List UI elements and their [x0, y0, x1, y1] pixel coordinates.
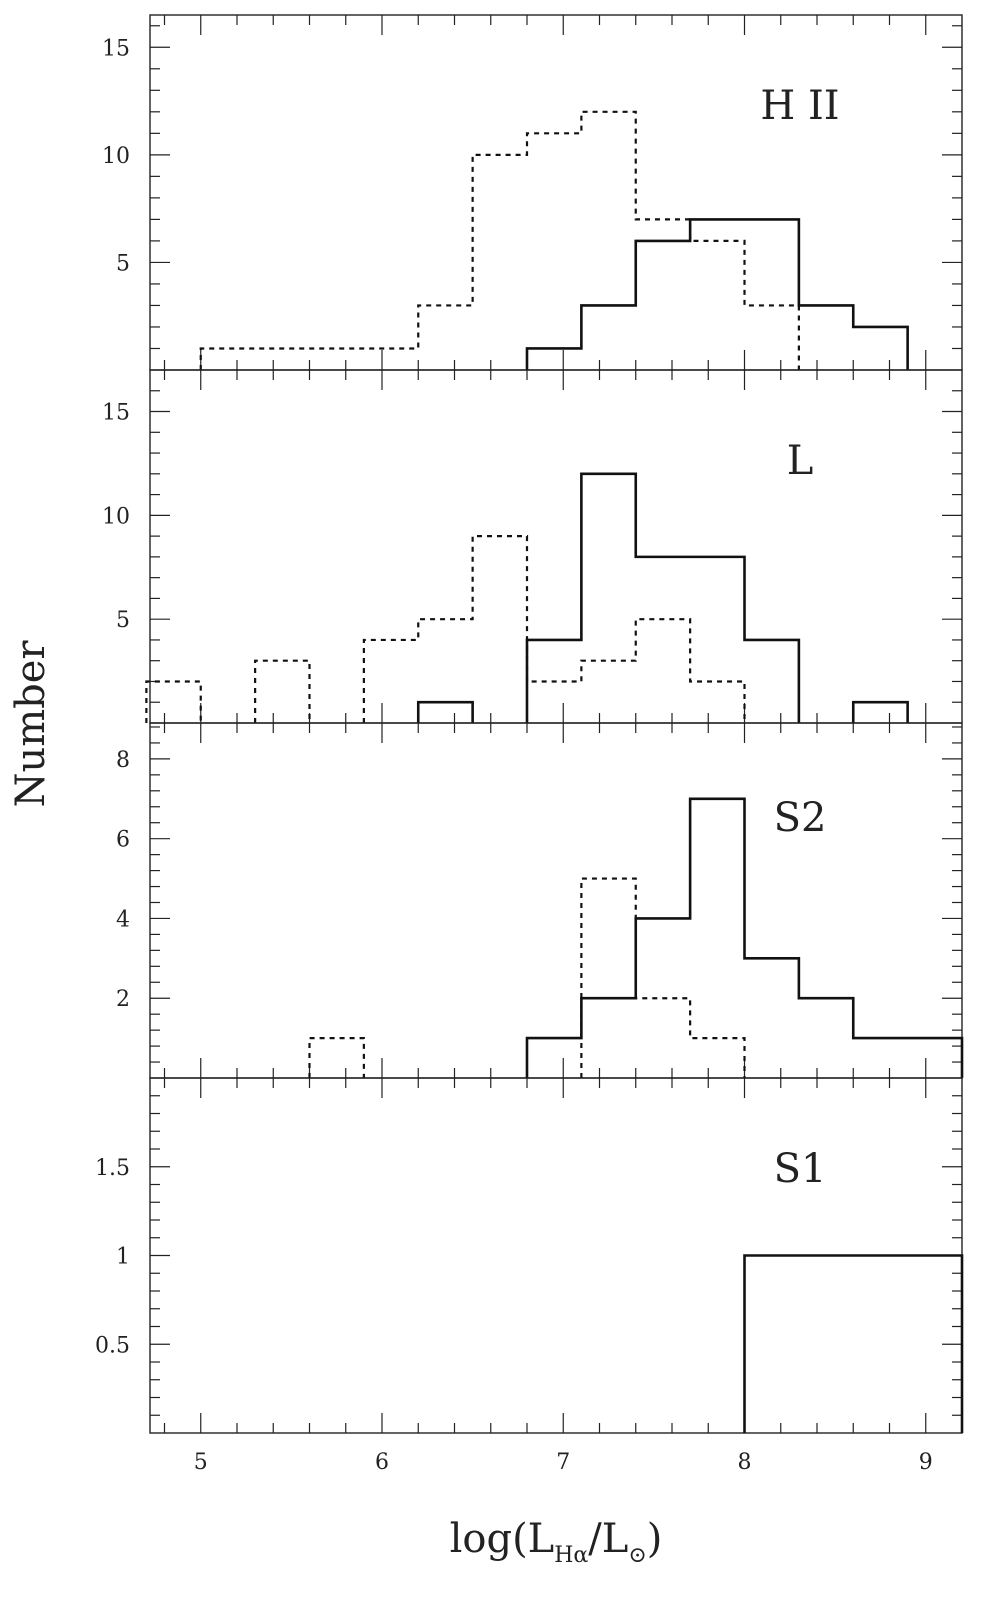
x-tick-label: 6	[375, 1450, 389, 1475]
panel-label: S1	[774, 1146, 827, 1192]
x-axis-title: log(LHα/L⊙)	[450, 1516, 663, 1568]
histogram-dotted	[199, 110, 800, 370]
y-tick-label: 15	[102, 401, 130, 426]
y-tick-label: 8	[116, 748, 130, 773]
x-tick-label: 5	[194, 1450, 208, 1475]
histogram-solid	[525, 797, 964, 1078]
y-tick-label: 5	[116, 251, 130, 276]
panel-label: S2	[774, 795, 827, 841]
histogram-solid	[416, 472, 909, 723]
y-tick-label: 4	[116, 907, 130, 932]
y-tick-label: 10	[102, 504, 130, 529]
x-tick-label: 9	[919, 1450, 933, 1475]
panel-frame	[149, 722, 963, 1079]
panel-label: H II	[760, 83, 839, 129]
y-tick-label: 10	[102, 144, 130, 169]
panel-label: L	[787, 438, 814, 484]
y-tick-label: 0.5	[95, 1333, 130, 1358]
histogram-dotted	[145, 535, 746, 723]
histogram-solid	[743, 1254, 964, 1433]
histogram-solid	[525, 218, 909, 370]
y-tick-label: 2	[116, 987, 130, 1012]
panel-frame	[149, 14, 963, 371]
histogram-dotted	[308, 877, 746, 1078]
panel-frame	[149, 369, 963, 724]
x-tick-label: 8	[738, 1450, 752, 1475]
y-axis-title: Number	[8, 640, 54, 808]
y-tick-label: 15	[102, 36, 130, 61]
x-tick-label: 7	[556, 1450, 570, 1475]
y-tick-label: 1.5	[95, 1156, 130, 1181]
y-tick-label: 6	[116, 828, 130, 853]
y-tick-label: 1	[116, 1245, 130, 1270]
y-tick-label: 5	[116, 608, 130, 633]
